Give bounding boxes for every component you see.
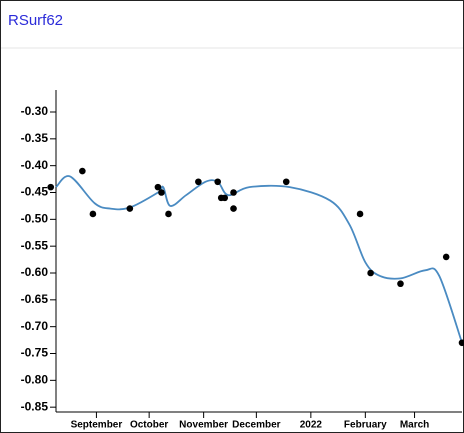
x-tick-label: March — [400, 420, 429, 431]
trend-line — [55, 175, 463, 344]
data-point — [47, 183, 55, 191]
y-tick-label: -0.40 — [21, 158, 49, 172]
y-tick-label: -0.55 — [21, 238, 49, 252]
x-tick-label: September — [71, 420, 123, 431]
data-point — [79, 167, 86, 175]
chart-title: RSurf62 — [8, 12, 63, 29]
data-point — [165, 210, 172, 218]
data-point — [442, 253, 450, 261]
data-point — [89, 210, 97, 218]
y-tick-label: -0.30 — [21, 104, 49, 118]
y-tick-label: -0.45 — [21, 185, 49, 199]
y-tick-label: -0.65 — [21, 292, 49, 306]
data-point — [195, 178, 202, 186]
x-tick-label: 2022 — [300, 420, 323, 431]
x-tick-label: December — [232, 420, 280, 431]
data-point — [367, 269, 374, 277]
y-tick-label: -0.85 — [21, 399, 49, 413]
data-point — [230, 189, 237, 196]
y-tick-label: -0.60 — [21, 265, 49, 279]
x-tick-label: October — [130, 420, 168, 431]
data-point — [126, 205, 134, 212]
y-tick-label: -0.70 — [21, 319, 49, 333]
data-point — [221, 194, 229, 202]
y-tick-label: -0.35 — [21, 131, 49, 145]
data-point — [230, 205, 237, 212]
data-point — [214, 178, 221, 186]
data-point — [356, 210, 364, 218]
data-point — [158, 189, 165, 196]
y-tick-label: -0.80 — [21, 373, 49, 387]
data-point — [458, 339, 464, 347]
y-tick-label: -0.50 — [21, 212, 49, 226]
x-tick-label: November — [179, 420, 228, 431]
y-tick-label: -0.75 — [21, 346, 49, 360]
x-tick-label: February — [344, 420, 387, 431]
data-point — [282, 178, 290, 186]
data-point — [154, 183, 162, 191]
data-point — [397, 280, 404, 288]
